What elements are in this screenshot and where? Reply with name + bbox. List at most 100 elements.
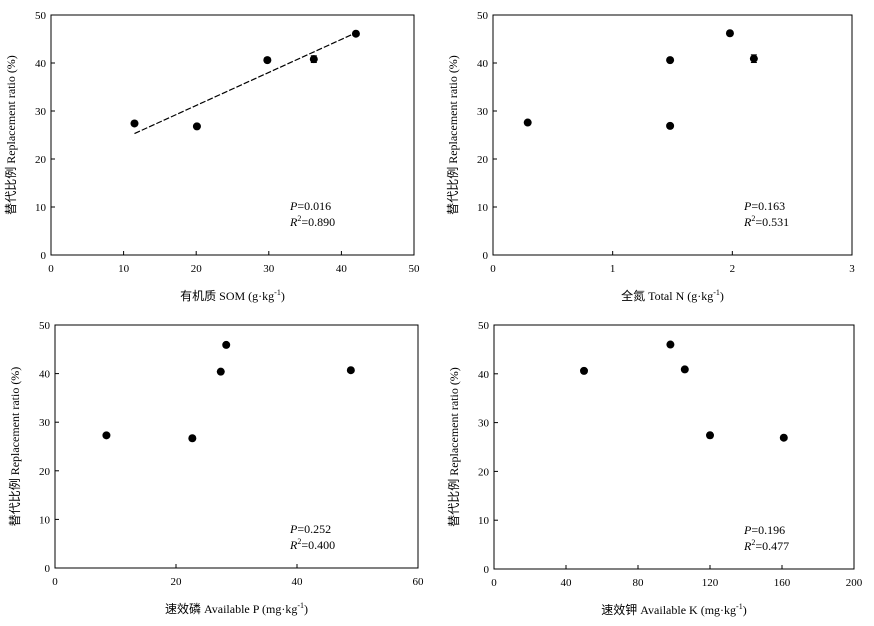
- plot-frame: [493, 324, 855, 570]
- y-tick-label: 40: [39, 369, 51, 381]
- y-tick-label: 10: [35, 202, 47, 214]
- y-tick-label: 40: [478, 369, 490, 381]
- data-point: [263, 56, 272, 65]
- x-axis-unit: g·kg: [252, 289, 274, 303]
- r-symbol: R: [743, 215, 752, 229]
- data-point: [666, 340, 675, 349]
- p-value: =0.252: [297, 522, 331, 536]
- x-axis-unit-exponent: -1: [713, 288, 720, 297]
- x-axis-title: 速效磷 Available P: [165, 601, 260, 616]
- r-exponent: 2: [751, 214, 755, 223]
- x-axis-title: 全氮 Total N: [621, 288, 684, 303]
- scatter-panel-som: 0 10 20 30 40 50 0 10 20 30 40 50 替代比例 Replacement r…: [4, 10, 420, 303]
- x-tick-label: 20: [191, 263, 203, 275]
- x-tick-label: 50: [409, 263, 421, 275]
- x-tick-label: 0: [490, 263, 496, 275]
- y-tick-label: 0: [483, 250, 489, 262]
- r-squared-value: =0.400: [301, 538, 335, 552]
- data-point: [680, 365, 689, 374]
- x-tick-label: 20: [171, 576, 183, 588]
- x-axis-unit-close: ): [281, 289, 285, 303]
- r-symbol: R: [289, 538, 298, 552]
- scatter-panel-ap: 0 10 20 30 40 50 0 20 40 60 替代比例 Replacement ratio…: [8, 320, 424, 616]
- data-point: [309, 55, 318, 64]
- x-axis-title: 有机质 SOM: [180, 289, 245, 303]
- y-tick-label: 30: [477, 106, 489, 118]
- p-value: =0.196: [751, 523, 785, 537]
- x-tick-label: 0: [52, 576, 58, 588]
- r-squared-value: =0.477: [755, 539, 789, 553]
- x-axis-unit-exponent: -1: [297, 601, 304, 610]
- x-axis-unit-close: ): [743, 603, 747, 617]
- x-axis-unit: mg·kg: [266, 602, 297, 616]
- data-point: [523, 118, 532, 127]
- y-tick-label: 50: [35, 10, 47, 22]
- x-tick-label: 200: [846, 577, 863, 589]
- p-symbol: P: [289, 522, 298, 536]
- y-axis-label: 替代比例 Replacement ratio (%): [447, 367, 461, 527]
- x-tick-label: 0: [491, 577, 497, 589]
- data-point: [351, 29, 360, 38]
- x-axis-unit-exponent: -1: [274, 288, 281, 297]
- p-value-annotation: P=0.252: [289, 522, 331, 536]
- y-tick-label: 40: [477, 58, 489, 70]
- x-tick-label: 80: [633, 577, 645, 589]
- data-point: [666, 56, 675, 65]
- x-tick-label: 60: [413, 576, 425, 588]
- x-axis-title: 速效钾 Available K: [601, 602, 698, 617]
- y-axis-label: 替代比例 Replacement ratio (%): [4, 55, 18, 215]
- r-exponent: 2: [297, 214, 301, 223]
- y-tick-label: 50: [477, 10, 489, 22]
- x-tick-label: 30: [263, 263, 275, 275]
- x-axis-unit-exponent: -1: [736, 602, 743, 611]
- data-point: [706, 431, 714, 440]
- data-point: [749, 54, 758, 63]
- y-tick-label: 0: [45, 563, 51, 575]
- data-point: [346, 366, 355, 375]
- x-tick-label: 40: [292, 576, 304, 588]
- x-tick-label: 40: [336, 263, 348, 275]
- x-axis-label: 速效钾 Available K (mg·kg-1): [601, 602, 746, 617]
- x-tick-label: 0: [48, 263, 54, 275]
- x-axis-unit: mg·kg: [705, 603, 736, 617]
- p-symbol: P: [289, 199, 298, 213]
- data-point: [192, 122, 201, 131]
- r-squared-value: =0.890: [301, 215, 335, 229]
- x-axis-unit: g·kg: [691, 289, 713, 303]
- r-squared-annotation: R2=0.890: [289, 214, 335, 229]
- y-tick-label: 20: [39, 466, 51, 478]
- r-squared-value: =0.531: [755, 215, 789, 229]
- y-axis-label: 替代比例 Replacement ratio (%): [8, 367, 22, 527]
- y-tick-label: 20: [35, 154, 47, 166]
- x-tick-label: 2: [730, 263, 736, 275]
- p-symbol: P: [743, 523, 752, 537]
- p-value-annotation: P=0.163: [743, 199, 785, 213]
- y-tick-label: 10: [39, 514, 51, 526]
- plot-frame: [54, 324, 419, 569]
- data-point: [130, 119, 139, 128]
- p-value-annotation: P=0.016: [289, 199, 331, 213]
- y-tick-label: 30: [39, 417, 51, 429]
- y-tick-label: 10: [478, 515, 490, 527]
- r-exponent: 2: [297, 537, 301, 546]
- data-point: [102, 431, 111, 440]
- y-tick-label: 50: [39, 320, 51, 332]
- x-axis-unit-open: (: [245, 289, 252, 303]
- x-tick-label: 160: [774, 577, 791, 589]
- r-squared-annotation: R2=0.531: [743, 214, 789, 229]
- x-axis-label: 速效磷 Available P (mg·kg-1): [165, 601, 308, 616]
- p-value: =0.016: [297, 199, 331, 213]
- x-tick-label: 3: [849, 263, 855, 275]
- plot-frame: [492, 14, 853, 256]
- x-axis-unit-open: (: [684, 289, 691, 303]
- x-tick-label: 1: [610, 263, 616, 275]
- x-axis-label: 有机质 SOM (g·kg-1): [180, 288, 285, 303]
- r-squared-annotation: R2=0.477: [743, 538, 789, 553]
- y-tick-label: 40: [35, 58, 47, 70]
- y-tick-label: 20: [477, 154, 489, 166]
- y-tick-label: 30: [35, 106, 47, 118]
- data-point: [779, 433, 788, 442]
- x-axis-unit-close: ): [304, 602, 308, 616]
- y-tick-label: 30: [478, 418, 490, 430]
